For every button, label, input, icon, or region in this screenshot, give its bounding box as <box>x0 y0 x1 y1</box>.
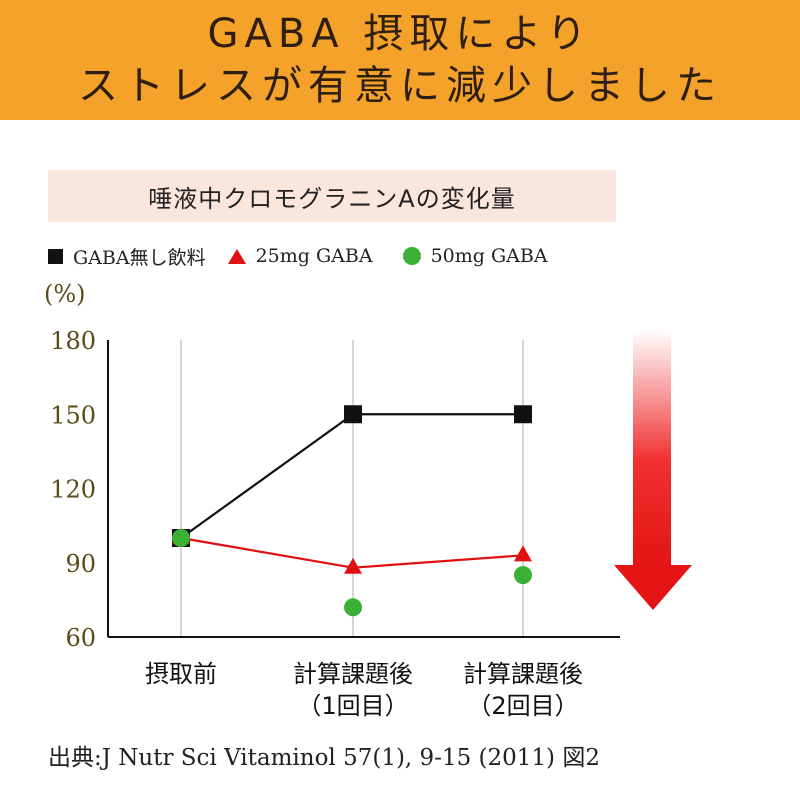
title-banner: GABA 摂取により ストレスが有意に減少しました <box>0 0 800 120</box>
square-marker-icon <box>48 248 63 264</box>
series-marker-triangle <box>514 545 532 562</box>
series-marker-triangle <box>344 557 362 574</box>
series-marker-square <box>344 405 362 424</box>
y-tick-label: 120 <box>50 476 96 504</box>
y-tick-label: 60 <box>65 624 96 652</box>
legend-item-50mg: 50mg GABA <box>402 245 548 267</box>
legend-item-no-gaba: GABA無し飲料 <box>48 243 206 270</box>
legend-label: 25mg GABA <box>255 245 373 267</box>
circle-marker-icon <box>402 247 421 265</box>
x-tick-label: 計算課題後 <box>463 660 583 688</box>
y-tick-label: 150 <box>50 401 96 429</box>
x-tick-label: 摂取前 <box>145 660 217 688</box>
triangle-marker-icon <box>227 248 246 264</box>
legend-item-25mg: 25mg GABA <box>227 245 373 267</box>
x-tick-label-sub: （2回目） <box>467 692 578 720</box>
chart-title-box: 唾液中クロモグラニンAの変化量 <box>48 170 616 222</box>
legend-label: 50mg GABA <box>430 245 548 267</box>
series-line-0 <box>180 413 523 539</box>
banner-title-line-2: ストレスが有意に減少しました <box>78 63 722 109</box>
y-axis-unit: (%) <box>44 280 86 308</box>
source-citation: 出典:J Nutr Sci Vitaminol 57(1), 9-15 (201… <box>48 745 600 771</box>
series-marker-circle <box>344 598 362 617</box>
y-tick-label: 90 <box>65 550 96 578</box>
banner-title-line-1: GABA 摂取により <box>207 11 593 57</box>
y-tick-label: 180 <box>50 327 96 355</box>
chart-title: 唾液中クロモグラニンAの変化量 <box>148 184 516 213</box>
decrease-arrow-shaft <box>633 330 671 568</box>
x-tick-label: 計算課題後 <box>293 660 413 688</box>
decrease-arrow-head <box>614 565 692 610</box>
line-chart: 180 150 120 90 60 摂取前 計算課題後 （1回目） 計算課題後 （2回目） <box>50 327 692 720</box>
legend-label: GABA無し飲料 <box>73 246 206 269</box>
series-marker-circle <box>514 566 532 585</box>
series-marker-square <box>514 405 532 424</box>
legend: GABA無し飲料 25mg GABA 50mg GABA <box>48 240 648 272</box>
x-tick-label-sub: （1回目） <box>297 692 408 720</box>
series-marker-circle <box>172 529 190 547</box>
